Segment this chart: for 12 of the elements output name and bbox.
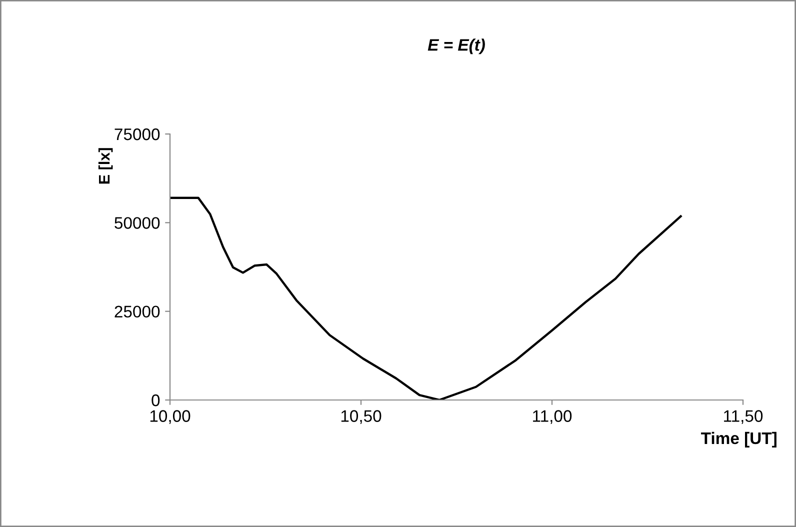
- y-axis-title: E [lx]: [98, 148, 113, 184]
- x-tick-label: 10,50: [341, 410, 382, 424]
- y-tick-label: 75000: [114, 128, 160, 140]
- chart-title: E = E(t): [428, 38, 485, 54]
- x-tick-label: 11,50: [724, 410, 763, 424]
- x-axis-title: Time [UT]: [701, 432, 776, 448]
- y-tick-label: 25000: [114, 306, 160, 318]
- y-tick-label: 50000: [114, 217, 160, 229]
- x-tick-label: 11,00: [533, 410, 572, 424]
- line-series: [170, 196, 682, 400]
- x-tick-label: 10,00: [150, 410, 190, 424]
- y-tick-label: 0: [152, 394, 160, 406]
